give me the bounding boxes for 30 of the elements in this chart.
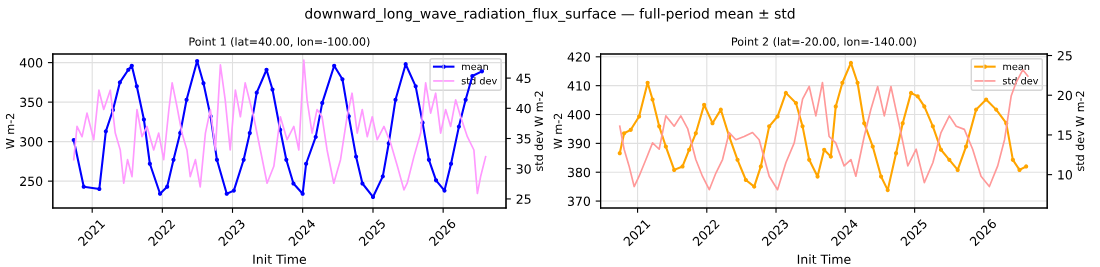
y2-axis-title: std dev W m-2: [534, 91, 544, 171]
y-tick-label: 370: [567, 196, 591, 206]
x-axis-title: Init Time: [797, 254, 851, 264]
legend-label: mean: [1003, 64, 1030, 71]
y-tick-label: 250: [20, 176, 43, 187]
y-axis-title: W m-2: [5, 113, 15, 149]
y-tick-label: 400: [567, 109, 591, 120]
y2-tick-label: 40: [516, 103, 531, 114]
chart-title: Point 2 (lat=-20.00, lon=-140.00): [732, 37, 916, 48]
y2-tick-label: 30: [516, 164, 531, 174]
y-tick-label: 380: [567, 167, 591, 178]
chart-title: Point 1 (lat=40.00, lon=-100.00): [189, 37, 370, 48]
y2-tick-label: 15: [1058, 130, 1072, 140]
y-tick-label: 420: [567, 52, 591, 62]
y2-tick-label: 35: [516, 133, 531, 144]
y-tick-label: 410: [567, 81, 591, 91]
y-tick-label: 350: [20, 97, 43, 108]
text: downward_long_wave_radiation_flux_surface — full-period mean ± std: [305, 8, 795, 22]
y-tick-label: 390: [567, 138, 591, 149]
x-axis-title: Init Time: [253, 254, 307, 264]
y-tick-label: 400: [19, 58, 43, 68]
y2-tick-label: 25: [516, 194, 531, 204]
y-axis-title: W m-2: [553, 113, 562, 149]
legend-label: mean: [462, 64, 488, 71]
y2-axis-title: std dev W m-2: [1075, 91, 1085, 171]
y2-tick-label: 10: [1058, 170, 1072, 180]
y2-tick-label: 20: [1057, 90, 1072, 101]
y-tick-label: 300: [20, 137, 43, 147]
y2-tick-label: 25: [1057, 50, 1072, 61]
y2-tick-label: 45: [516, 73, 531, 84]
